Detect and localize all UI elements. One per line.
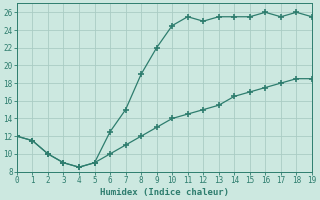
X-axis label: Humidex (Indice chaleur): Humidex (Indice chaleur) <box>100 188 229 197</box>
